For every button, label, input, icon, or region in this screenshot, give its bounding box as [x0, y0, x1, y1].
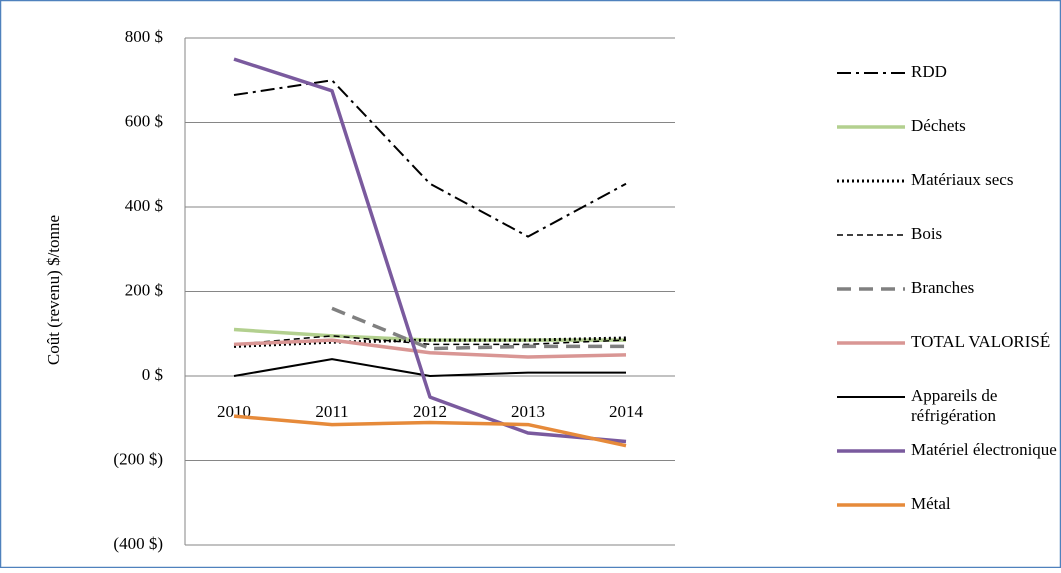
legend-label: Branches [911, 278, 975, 297]
y-tick-label: (200 $) [113, 449, 163, 468]
legend-item: Appareils de réfrigération [835, 386, 1061, 426]
legend-key [837, 341, 905, 345]
y-tick-label: 0 $ [142, 365, 163, 384]
series-line [233, 335, 627, 346]
legend-key [837, 234, 905, 236]
y-tick-label: 400 $ [125, 196, 163, 215]
y-axis-label: Coût (revenu) $/tonne [44, 215, 63, 365]
legend-key [837, 396, 905, 398]
legend-item: Déchets [835, 116, 1061, 137]
legend-key [837, 449, 905, 453]
series-line [233, 336, 627, 348]
series-line [233, 414, 627, 448]
x-tick-label: 2013 [511, 402, 545, 421]
y-tick-label: 800 $ [125, 27, 163, 46]
x-tick-label: 2012 [413, 402, 447, 421]
series-line [233, 327, 626, 342]
legend-label: Appareils de réfrigération [911, 386, 998, 425]
legend-label: TOTAL VALORISÉ [911, 332, 1051, 351]
legend-label: Matériaux secs [911, 170, 1014, 189]
legend-key [837, 287, 905, 291]
legend-label: Bois [911, 224, 943, 243]
legend-item: Matériaux secs [835, 170, 1061, 191]
legend-label: Déchets [911, 116, 966, 135]
y-tick-label: 200 $ [125, 280, 163, 299]
legend-item: Bois [835, 224, 1061, 245]
legend-item: TOTAL VALORISÉ [835, 332, 1061, 353]
legend-key [837, 125, 905, 129]
legend-item: Branches [835, 278, 1061, 299]
legend-key [837, 179, 905, 183]
series-line [331, 306, 626, 351]
legend-item: RDD [835, 62, 1061, 83]
series-line [233, 338, 627, 359]
legend-label: RDD [911, 62, 947, 81]
y-tick-label: 600 $ [125, 111, 163, 130]
legend-item: Métal [835, 494, 1061, 515]
legend-item: Matériel électronique [835, 440, 1061, 461]
x-tick-label: 2011 [315, 402, 348, 421]
series-line [233, 79, 627, 238]
y-tick-label: (400 $) [113, 534, 163, 553]
x-tick-label: 2014 [609, 402, 644, 421]
legend-label: Matériel électronique [911, 440, 1057, 459]
series-line [233, 57, 627, 444]
legend-key [837, 72, 905, 74]
legend-key [837, 503, 905, 507]
legend-label: Métal [911, 494, 951, 513]
series-line [233, 358, 626, 377]
